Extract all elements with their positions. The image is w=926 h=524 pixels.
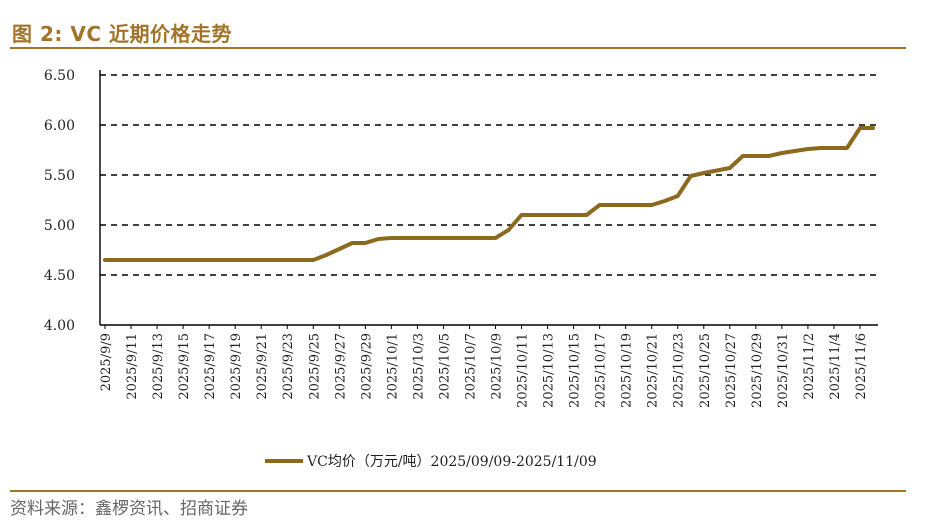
x-tick-label: 2025/9/27: [333, 333, 348, 400]
y-tick-label: 6.50: [44, 68, 75, 84]
y-tick-label: 6.00: [44, 118, 75, 134]
x-tick-label: 2025/10/11: [516, 333, 531, 408]
x-tick-label: 2025/9/19: [229, 333, 244, 400]
series-line-vc-price: [103, 126, 875, 262]
x-tick-label: 2025/10/7: [463, 333, 478, 400]
x-tick-label: 2025/10/21: [646, 333, 661, 408]
x-tick-label: 2025/11/4: [828, 333, 843, 400]
grid-lines: [100, 74, 878, 276]
x-tick-label: 2025/9/13: [151, 333, 166, 400]
x-tick-label: 2025/9/11: [125, 333, 140, 400]
x-tick-label: 2025/10/1: [385, 333, 400, 400]
x-tick-label: 2025/10/19: [620, 333, 635, 408]
y-tick-label: 5.00: [44, 218, 75, 234]
y-tick-label: 4.00: [44, 318, 75, 334]
x-tick-label: 2025/10/23: [672, 333, 687, 408]
figure-title: 图 2: VC 近期价格走势: [12, 22, 232, 46]
axes: [99, 70, 878, 326]
x-tick-label: 2025/10/15: [568, 333, 583, 408]
x-tick-label: 2025/9/17: [203, 333, 218, 400]
x-tick-label: 2025/9/9: [99, 333, 114, 391]
series-layer: [103, 126, 875, 262]
x-tick-label: 2025/10/3: [411, 333, 426, 400]
line-chart: 4.004.505.005.506.006.50 2025/9/9 2025/9/…: [44, 68, 878, 470]
x-tick-label: 2025/11/6: [854, 333, 869, 400]
y-axis-ticks: 4.00 4.50 5.00 5.50 6.00 6.50: [44, 68, 75, 334]
x-tick-label: 2025/10/5: [437, 333, 452, 400]
x-axis-ticks: 2025/9/9 2025/9/11 2025/9/13 2025/9/15 2025/…: [99, 325, 869, 408]
title-rule: [10, 47, 906, 49]
x-tick-label: 2025/10/29: [750, 333, 765, 408]
x-tick-label: 2025/10/13: [542, 333, 557, 408]
legend: VC均价（万元/吨）2025/09/09-2025/11/09: [265, 454, 597, 470]
x-tick-label: 2025/9/29: [359, 333, 374, 400]
x-tick-label: 2025/10/27: [724, 333, 739, 408]
x-tick-label: 2025/10/9: [490, 333, 505, 400]
x-tick-label: 2025/10/17: [594, 333, 609, 408]
source-rule: [10, 490, 906, 492]
x-tick-label: 2025/9/21: [255, 333, 270, 400]
x-tick-label: 2025/10/31: [776, 333, 791, 408]
x-tick-label: 2025/9/15: [177, 333, 192, 400]
x-tick-label: 2025/9/25: [307, 333, 322, 400]
y-tick-label: 4.50: [44, 268, 75, 284]
source-note: 资料来源：鑫椤资讯、招商证券: [10, 499, 248, 519]
x-tick-label: 2025/11/2: [802, 333, 817, 400]
x-tick-label: 2025/10/25: [698, 333, 713, 408]
legend-label: VC均价（万元/吨）2025/09/09-2025/11/09: [306, 454, 597, 470]
y-tick-label: 5.50: [44, 168, 75, 184]
x-tick-label: 2025/9/23: [281, 333, 296, 400]
